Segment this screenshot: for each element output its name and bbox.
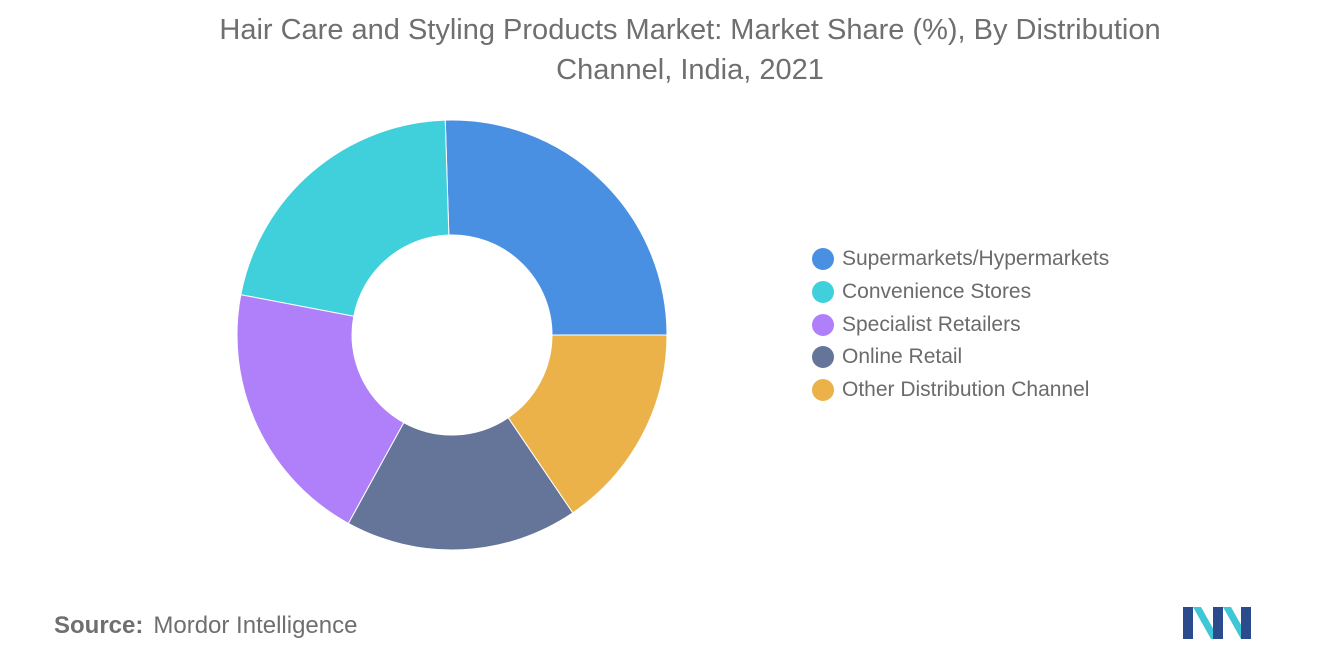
source-name: Mordor Intelligence xyxy=(153,612,358,639)
donut-slice-online-retail xyxy=(347,417,574,551)
legend-item: Online Retail xyxy=(812,341,1109,374)
legend-swatch xyxy=(812,248,834,271)
legend-label: Specialist Retailers xyxy=(842,312,1021,336)
source-label: Source: xyxy=(54,612,144,639)
legend-item: Supermarkets/Hypermarkets xyxy=(812,243,1109,276)
legend-item: Specialist Retailers xyxy=(812,308,1109,341)
donut-slice-supermarkets-hypermarkets xyxy=(444,119,668,336)
chart-legend: Supermarkets/Hypermarkets Convenience Sto… xyxy=(812,243,1109,406)
legend-label: Online Retail xyxy=(842,345,963,369)
legend-swatch xyxy=(812,346,834,369)
donut-slice-other-distribution-channel xyxy=(507,334,668,514)
legend-swatch xyxy=(812,281,834,304)
chart-title: Hair Care and Styling Products Market: M… xyxy=(219,14,1161,86)
donut-slice-specialist-retailers xyxy=(236,294,405,525)
legend-label: Supermarkets/Hypermarkets xyxy=(842,247,1110,271)
legend-label: Convenience Stores xyxy=(842,280,1032,304)
donut-slice-convenience-stores xyxy=(240,119,450,317)
legend-swatch xyxy=(812,379,834,402)
source-note: Source: Mordor Intelligence xyxy=(54,612,357,640)
legend-swatch xyxy=(812,313,834,336)
legend-item: Other Distribution Channel xyxy=(812,374,1109,407)
legend-item: Convenience Stores xyxy=(812,276,1109,309)
legend-label: Other Distribution Channel xyxy=(842,378,1090,402)
mordor-intelligence-logo-icon xyxy=(1183,607,1251,639)
